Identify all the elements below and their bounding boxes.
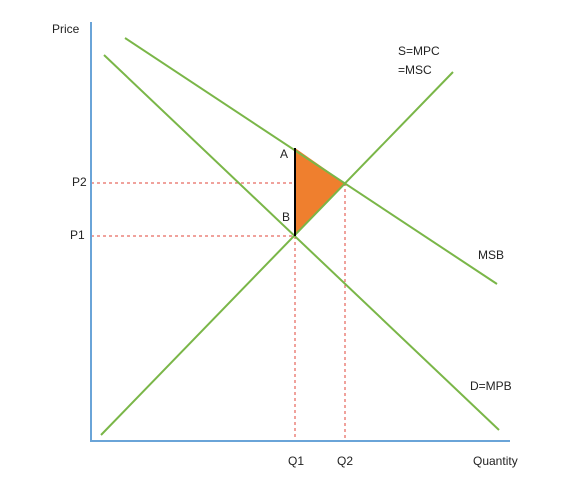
- x-axis-label: Quantity: [473, 454, 518, 468]
- demand-curve: [103, 54, 500, 431]
- point-label: B: [282, 210, 290, 224]
- deadweight-triangle: [295, 148, 345, 236]
- curve-label: =MSC: [398, 63, 432, 77]
- curve-label: MSB: [478, 248, 504, 262]
- y-axis-label: Price: [52, 22, 80, 36]
- price-label: P2: [72, 175, 87, 189]
- curve-label: S=MPC: [398, 44, 440, 58]
- quantity-label: Q1: [288, 454, 304, 468]
- supply-curve: [100, 71, 454, 436]
- price-label: P1: [70, 228, 85, 242]
- msb-curve: [124, 37, 498, 285]
- quantity-label: Q2: [337, 454, 353, 468]
- point-label: A: [280, 147, 288, 161]
- curve-label: D=MPB: [470, 379, 512, 393]
